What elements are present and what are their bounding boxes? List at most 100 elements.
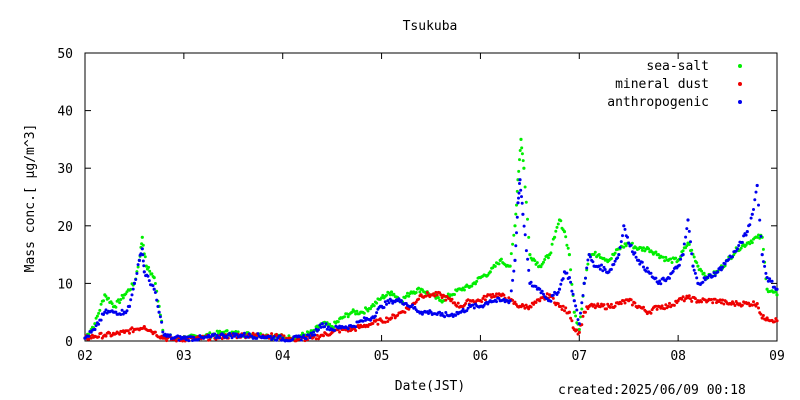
data-point bbox=[385, 293, 388, 297]
data-point bbox=[646, 247, 651, 251]
data-point bbox=[515, 215, 519, 219]
data-point bbox=[466, 298, 470, 302]
data-point bbox=[418, 290, 422, 294]
data-point bbox=[592, 253, 596, 256]
data-point bbox=[471, 303, 475, 307]
data-point bbox=[444, 311, 448, 314]
data-point bbox=[107, 296, 110, 300]
data-point bbox=[509, 252, 513, 256]
data-point bbox=[761, 247, 765, 251]
data-point bbox=[97, 311, 101, 315]
data-point bbox=[549, 251, 553, 255]
data-point bbox=[520, 195, 523, 199]
data-point bbox=[691, 264, 695, 268]
data-point bbox=[383, 320, 387, 324]
data-point bbox=[649, 311, 653, 315]
data-point bbox=[755, 235, 759, 239]
data-point bbox=[565, 243, 569, 247]
data-point bbox=[622, 224, 626, 228]
data-point bbox=[557, 287, 562, 291]
data-point bbox=[768, 277, 772, 281]
data-point bbox=[325, 327, 329, 331]
data-point bbox=[579, 315, 582, 319]
data-point bbox=[670, 261, 674, 264]
data-point bbox=[126, 329, 130, 333]
data-point bbox=[511, 242, 515, 246]
data-point bbox=[737, 244, 741, 247]
data-point bbox=[550, 242, 554, 246]
data-point bbox=[567, 276, 572, 280]
data-point bbox=[411, 303, 414, 307]
data-point bbox=[440, 312, 444, 315]
data-point bbox=[483, 298, 487, 302]
data-point bbox=[561, 304, 565, 308]
data-point bbox=[522, 304, 526, 308]
data-point bbox=[763, 264, 767, 268]
data-point bbox=[519, 137, 523, 141]
y-tick-label: 0 bbox=[65, 335, 73, 350]
data-point bbox=[482, 294, 486, 298]
data-point bbox=[738, 302, 742, 306]
data-point bbox=[693, 297, 697, 301]
x-tick-label: 09 bbox=[769, 349, 785, 364]
data-point bbox=[99, 318, 103, 322]
data-point bbox=[291, 337, 295, 341]
data-point bbox=[518, 182, 521, 185]
data-point bbox=[433, 294, 437, 298]
data-point bbox=[527, 235, 531, 239]
data-point bbox=[392, 292, 396, 296]
data-point bbox=[574, 314, 578, 318]
data-point bbox=[413, 305, 417, 309]
data-point bbox=[187, 339, 191, 343]
data-point bbox=[354, 325, 358, 329]
data-point bbox=[575, 328, 579, 332]
data-point bbox=[692, 268, 696, 272]
data-point bbox=[758, 218, 762, 222]
data-point bbox=[246, 335, 250, 339]
data-point bbox=[580, 301, 584, 305]
data-point bbox=[491, 292, 495, 296]
data-point bbox=[527, 307, 531, 311]
data-point bbox=[103, 310, 107, 314]
data-point bbox=[129, 298, 133, 302]
data-point bbox=[556, 302, 560, 306]
data-point bbox=[470, 284, 474, 288]
data-point bbox=[585, 266, 589, 270]
data-point bbox=[517, 196, 520, 200]
data-point bbox=[97, 335, 101, 339]
data-point bbox=[461, 307, 465, 311]
data-point bbox=[114, 310, 118, 314]
data-point bbox=[520, 152, 524, 156]
data-point bbox=[757, 203, 760, 207]
y-axis-label: Mass conc.[ μg/m^3] bbox=[23, 124, 38, 273]
data-point bbox=[121, 296, 125, 300]
data-point bbox=[436, 296, 440, 300]
data-point bbox=[153, 291, 157, 294]
data-point bbox=[375, 311, 379, 315]
data-point bbox=[131, 330, 135, 334]
data-point bbox=[679, 257, 683, 261]
data-point bbox=[513, 300, 517, 304]
data-point bbox=[233, 334, 236, 338]
data-point bbox=[515, 203, 518, 207]
data-point bbox=[151, 284, 155, 288]
legend-marker bbox=[738, 100, 742, 104]
data-point bbox=[495, 292, 498, 296]
data-point bbox=[317, 328, 320, 332]
data-point bbox=[572, 310, 576, 314]
data-point bbox=[160, 320, 164, 324]
data-point bbox=[176, 334, 180, 338]
data-point bbox=[596, 302, 600, 306]
data-point bbox=[453, 293, 456, 296]
data-point bbox=[555, 225, 559, 229]
data-point bbox=[569, 280, 573, 284]
data-point bbox=[523, 306, 527, 310]
data-point bbox=[130, 293, 134, 297]
data-point bbox=[443, 294, 447, 298]
data-point bbox=[435, 293, 439, 297]
data-point bbox=[690, 248, 694, 252]
y-tick-label: 40 bbox=[57, 105, 73, 120]
data-point bbox=[424, 294, 428, 298]
data-point bbox=[750, 303, 754, 307]
